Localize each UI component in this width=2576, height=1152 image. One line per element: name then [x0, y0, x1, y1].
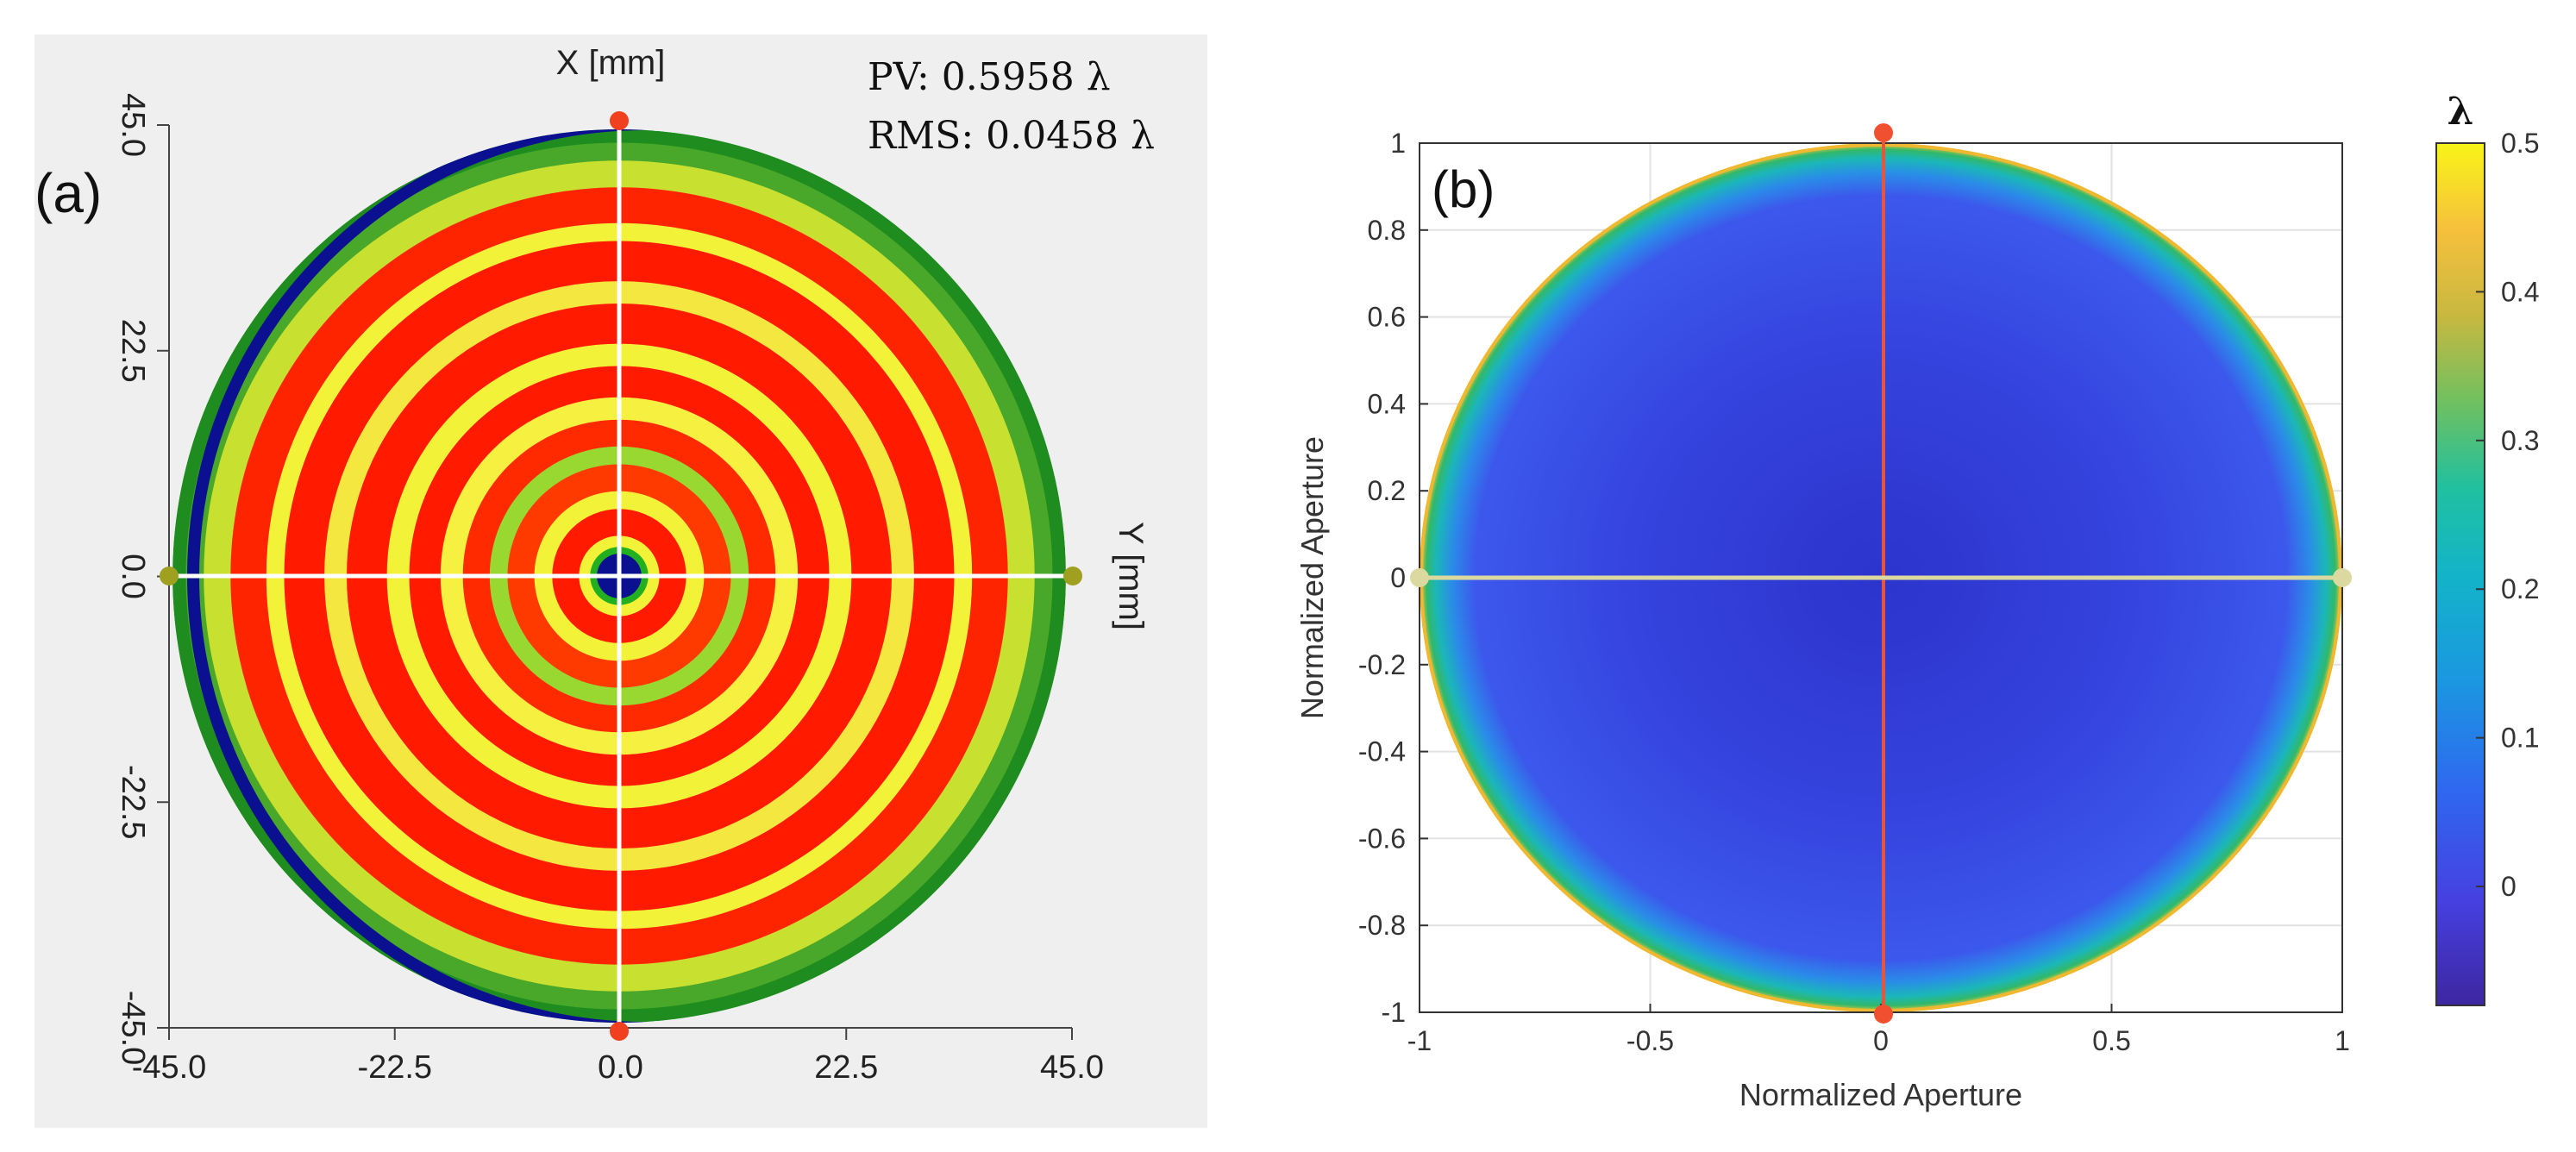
- panel-a-ytick-label: -22.5: [115, 765, 151, 840]
- panel-a-label: (a): [34, 162, 102, 224]
- panel-b-ytick-label: 1: [1390, 128, 1406, 159]
- panel-b-ytick-label: 0.4: [1368, 388, 1406, 419]
- panel-b-ylabel: Normalized Aperture: [1294, 436, 1330, 719]
- panel-b-xlabel: Normalized Aperture: [1739, 1077, 2022, 1112]
- colorbar-tick-label: 0.3: [2501, 425, 2539, 456]
- panel-a-ylabel: Y [mm]: [1112, 522, 1150, 630]
- colorbar-ticks: 0.5 0.4 0.3 0.2 0.1 0: [2476, 128, 2539, 902]
- panel-b-xtick-label: 0.5: [2092, 1025, 2130, 1056]
- panel-b-ytick-label: -0.4: [1358, 736, 1406, 767]
- panel-a-xlabel: X [mm]: [556, 44, 666, 82]
- colorbar-tick-label: 0.4: [2501, 276, 2539, 307]
- pv-annotation: PV: 0.5958 λ: [868, 55, 1111, 99]
- panel-a-ytick-label: 22.5: [115, 319, 151, 383]
- panel-a-xtick-label: 45.0: [1040, 1049, 1104, 1086]
- panel-a-xtick-label: -22.5: [357, 1049, 432, 1086]
- panel-a-left-marker: [160, 567, 179, 585]
- panel-b: -1 -0.5 0 0.5 1 1 0.8 0.6 0.4 0.2 0 -0.2 -0.4 -0.6 -0.…: [1294, 90, 2539, 1112]
- panel-b-xtick-label: -0.5: [1626, 1025, 1674, 1056]
- panel-b-label: (b): [1432, 160, 1495, 218]
- colorbar-tick-label: 0: [2501, 871, 2516, 902]
- panel-a-ticks: -45.0 -22.5 0.0 22.5 45.0 45.0 22.5 0.0 -22.5 -45…: [115, 93, 1104, 1086]
- panel-a-xtick-label: -45.0: [132, 1049, 207, 1086]
- panel-b-ytick-label: -0.2: [1358, 649, 1406, 680]
- panel-a-ytick-label: 45.0: [115, 93, 151, 157]
- panel-b-xtick-label: 1: [2335, 1025, 2350, 1056]
- rms-annotation: RMS: 0.0458 λ: [868, 114, 1155, 158]
- panel-b-right-marker: [2333, 568, 2352, 587]
- panel-a-right-marker: [1063, 567, 1082, 585]
- panel-a-surface-map: [172, 129, 1066, 1023]
- panel-b-ytick-label: -1: [1382, 997, 1406, 1028]
- panel-b-ytick-label: 0.6: [1368, 302, 1406, 333]
- panel-a-xtick-label: 0.0: [598, 1049, 643, 1086]
- panel-a-ytick-label: -45.0: [115, 991, 151, 1066]
- panel-b-left-marker: [1410, 568, 1429, 587]
- panel-b-bottom-marker: [1874, 1005, 1893, 1024]
- panel-b-xtick-label: 0: [1873, 1025, 1889, 1056]
- colorbar-tick-label: 0.1: [2501, 723, 2539, 754]
- panel-a: -45.0 -22.5 0.0 22.5 45.0 45.0 22.5 0.0 -22.5 -45…: [34, 34, 1207, 1128]
- panel-a-bottom-marker: [610, 1022, 629, 1041]
- panel-a-xtick-label: 22.5: [814, 1049, 878, 1086]
- colorbar-title: λ: [2448, 90, 2474, 134]
- panel-b-ytick-label: 0.2: [1368, 475, 1406, 506]
- panel-b-ytick-label: -0.6: [1358, 823, 1406, 854]
- colorbar: [2435, 142, 2485, 1006]
- panel-a-top-marker: [610, 111, 629, 130]
- panel-b-ticks: -1 -0.5 0 0.5 1 1 0.8 0.6 0.4 0.2 0 -0.2 -0.4 -0.6 -0.…: [1358, 128, 2350, 1056]
- panel-b-top-marker: [1874, 123, 1893, 142]
- colorbar-tick-label: 0.2: [2501, 573, 2539, 604]
- panel-b-ytick-label: 0.8: [1368, 215, 1406, 246]
- panel-b-xtick-label: -1: [1407, 1025, 1432, 1056]
- panel-a-ytick-label: 0.0: [115, 554, 151, 599]
- colorbar-tick-label: 0.5: [2501, 128, 2539, 159]
- panel-b-ytick-label: -0.8: [1358, 910, 1406, 941]
- panel-b-ytick-label: 0: [1390, 562, 1406, 593]
